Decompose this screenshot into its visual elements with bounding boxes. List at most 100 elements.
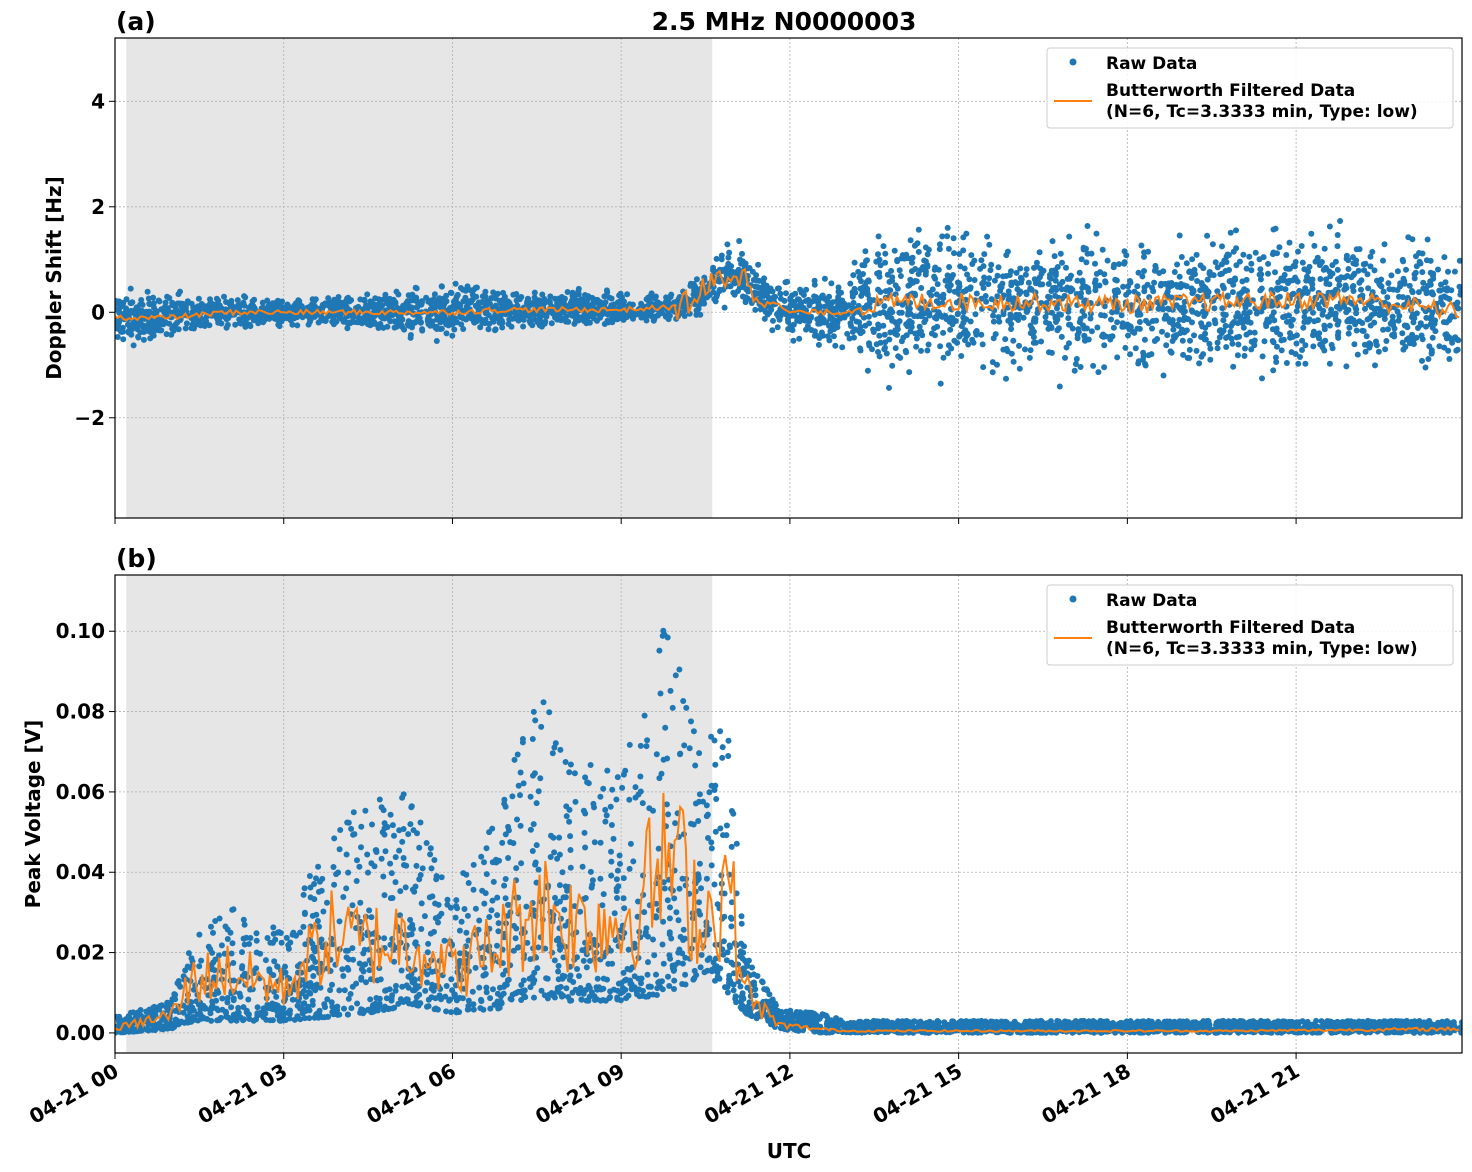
raw-data-point xyxy=(284,301,291,308)
raw-data-point xyxy=(1230,363,1237,370)
raw-data-point xyxy=(1141,268,1147,274)
raw-data-point xyxy=(887,329,894,336)
raw-data-point xyxy=(737,983,744,990)
raw-data-point xyxy=(1321,245,1328,252)
raw-data-point xyxy=(1323,280,1330,287)
raw-data-point xyxy=(1383,338,1390,344)
raw-data-point xyxy=(1248,267,1255,274)
raw-data-point xyxy=(1346,324,1353,331)
raw-data-point xyxy=(838,306,845,313)
raw-data-point xyxy=(301,885,308,892)
raw-data-point xyxy=(1253,310,1260,317)
raw-data-point xyxy=(366,967,373,974)
raw-data-point xyxy=(648,290,655,297)
raw-data-point xyxy=(621,298,627,305)
raw-data-point xyxy=(1180,309,1187,316)
raw-data-point xyxy=(344,320,351,326)
raw-data-point xyxy=(821,275,828,282)
raw-data-point xyxy=(549,750,556,757)
raw-data-point xyxy=(527,793,534,800)
raw-data-point xyxy=(671,895,678,902)
raw-data-point xyxy=(535,944,542,951)
raw-data-point xyxy=(1189,319,1195,326)
raw-data-point xyxy=(1301,314,1308,320)
raw-data-point xyxy=(259,299,266,306)
raw-data-point xyxy=(796,335,803,342)
raw-data-point xyxy=(1432,328,1439,335)
raw-data-point xyxy=(1135,269,1142,276)
raw-data-point xyxy=(249,986,256,993)
raw-data-point xyxy=(947,314,954,321)
raw-data-point xyxy=(294,322,301,329)
raw-data-point xyxy=(570,293,576,300)
raw-data-point xyxy=(912,330,919,337)
raw-data-point xyxy=(973,290,980,297)
raw-data-point xyxy=(1007,311,1014,318)
raw-data-point xyxy=(466,298,473,305)
raw-data-point xyxy=(1260,254,1267,261)
raw-data-point xyxy=(441,937,448,944)
raw-data-point xyxy=(402,884,409,891)
shaded-interval xyxy=(126,38,713,518)
raw-data-point xyxy=(1186,346,1193,353)
raw-data-point xyxy=(940,354,947,361)
raw-data-point xyxy=(907,328,914,335)
raw-data-point xyxy=(918,328,924,335)
raw-data-point xyxy=(150,294,157,301)
raw-data-point xyxy=(827,328,834,335)
raw-data-point xyxy=(554,300,561,307)
raw-data-point xyxy=(819,292,826,299)
raw-data-point xyxy=(1154,336,1161,342)
raw-data-point xyxy=(1223,259,1230,265)
raw-data-point xyxy=(1231,319,1237,325)
raw-data-point xyxy=(1299,337,1306,344)
raw-data-point xyxy=(146,300,153,307)
raw-data-point xyxy=(995,264,1002,271)
raw-data-point xyxy=(437,319,444,326)
raw-data-point xyxy=(839,344,846,351)
raw-data-point xyxy=(1286,239,1293,246)
raw-data-point xyxy=(725,254,732,261)
raw-data-point xyxy=(251,296,258,303)
raw-data-point xyxy=(931,273,938,280)
raw-data-point xyxy=(1222,268,1229,274)
raw-data-point xyxy=(945,350,951,357)
raw-data-point xyxy=(720,266,727,273)
raw-data-point xyxy=(856,274,863,281)
raw-data-point xyxy=(898,338,905,345)
raw-data-point xyxy=(144,288,151,295)
raw-data-point xyxy=(500,990,507,997)
raw-data-point xyxy=(711,296,718,303)
raw-data-point xyxy=(495,928,502,935)
raw-data-point xyxy=(981,274,988,281)
raw-data-point xyxy=(616,310,622,317)
raw-data-point xyxy=(1293,308,1300,315)
raw-data-point xyxy=(1369,248,1376,255)
raw-data-point xyxy=(407,332,414,338)
raw-data-point xyxy=(1234,352,1241,359)
raw-data-point xyxy=(1273,359,1280,365)
raw-data-point xyxy=(511,309,518,316)
raw-data-point xyxy=(1234,310,1241,317)
raw-data-point xyxy=(1301,266,1308,273)
raw-data-point xyxy=(1174,321,1181,328)
raw-data-point xyxy=(464,912,471,919)
raw-data-point xyxy=(581,829,588,836)
raw-data-point xyxy=(1432,317,1439,324)
raw-data-point xyxy=(1036,249,1043,256)
raw-data-point xyxy=(454,905,461,912)
raw-data-point xyxy=(626,865,633,872)
raw-data-point xyxy=(120,336,127,343)
raw-data-point xyxy=(601,293,608,300)
raw-data-point xyxy=(957,332,964,338)
raw-data-point xyxy=(571,300,578,307)
raw-data-point xyxy=(1320,307,1327,314)
raw-data-point xyxy=(1074,331,1081,338)
raw-data-point xyxy=(1200,308,1207,315)
raw-data-point xyxy=(548,320,555,327)
raw-data-point xyxy=(1376,280,1383,287)
raw-data-point xyxy=(602,818,609,825)
raw-data-point xyxy=(217,311,224,318)
raw-data-point xyxy=(1400,275,1407,282)
